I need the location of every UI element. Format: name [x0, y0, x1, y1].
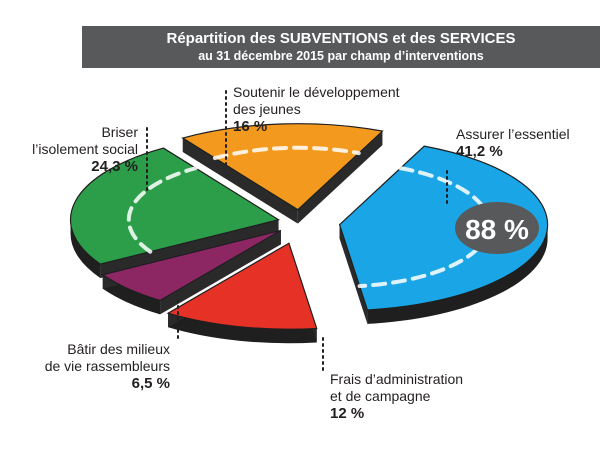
- dashed-ring-segment: [212, 145, 361, 161]
- chart-title: Répartition des SUBVENTIONS et des SERVI…: [166, 30, 516, 47]
- annotation-badge-shape: [455, 202, 539, 254]
- pie-slice: [338, 145, 549, 311]
- slice-label-text: Frais d’administration: [330, 371, 464, 387]
- slice-side-face: [297, 131, 383, 224]
- slice-label-text: et de campagne: [330, 388, 431, 404]
- annotation-value: 88 %: [465, 214, 529, 245]
- slice-label-text: Bâtir des milieux: [67, 341, 170, 357]
- pie-slice: [181, 123, 384, 211]
- slice-label-essentiel: Assurer l’essentiel 41,2 %: [456, 126, 570, 160]
- annotation-badge: 88 %: [455, 202, 539, 254]
- slice-side-face: [339, 224, 368, 324]
- slice-value-label: 12 %: [330, 405, 365, 422]
- slice-side-face: [182, 138, 298, 224]
- dashed-ring-segment: [126, 166, 198, 254]
- slice-label-isolement: Briser l’isolement social 24,3 %: [10, 124, 138, 175]
- slice-side-rim: [367, 224, 548, 324]
- slice-value-label: 24,3 %: [91, 158, 138, 175]
- pie-tops: [69, 123, 549, 330]
- slice-label-text: Briser: [101, 124, 138, 140]
- slice-side-rim: [70, 219, 101, 279]
- slice-value-label: 6,5 %: [131, 375, 170, 392]
- slice-label-text: Soutenir le développement: [233, 84, 400, 100]
- slice-label-text: Assurer l’essentiel: [456, 126, 570, 142]
- slice-label-milieux: Bâtir des milieux de vie rassembleurs 6,…: [28, 341, 170, 392]
- chart-subtitle: au 31 décembre 2015 par champ d’interven…: [198, 49, 484, 63]
- slice-label-text: l’isolement social: [32, 141, 138, 157]
- slice-side-rim: [168, 313, 317, 344]
- pie-slice: [166, 242, 318, 330]
- pie-slice: [69, 147, 281, 265]
- slice-value-label: 41,2 %: [456, 143, 503, 160]
- slice-label-administration: Frais d’administration et de campagne 12…: [330, 371, 463, 422]
- slice-side-face: [100, 219, 279, 279]
- slice-label-text: de vie rassembleurs: [44, 358, 170, 374]
- slice-label-jeunes: Soutenir le développement des jeunes 16 …: [233, 84, 400, 135]
- slice-value-label: 16 %: [233, 118, 268, 135]
- chart-title-bar: Répartition des SUBVENTIONS et des SERVI…: [82, 26, 600, 68]
- pie-slice: [101, 229, 282, 302]
- slice-label-text: des jeunes: [233, 101, 301, 117]
